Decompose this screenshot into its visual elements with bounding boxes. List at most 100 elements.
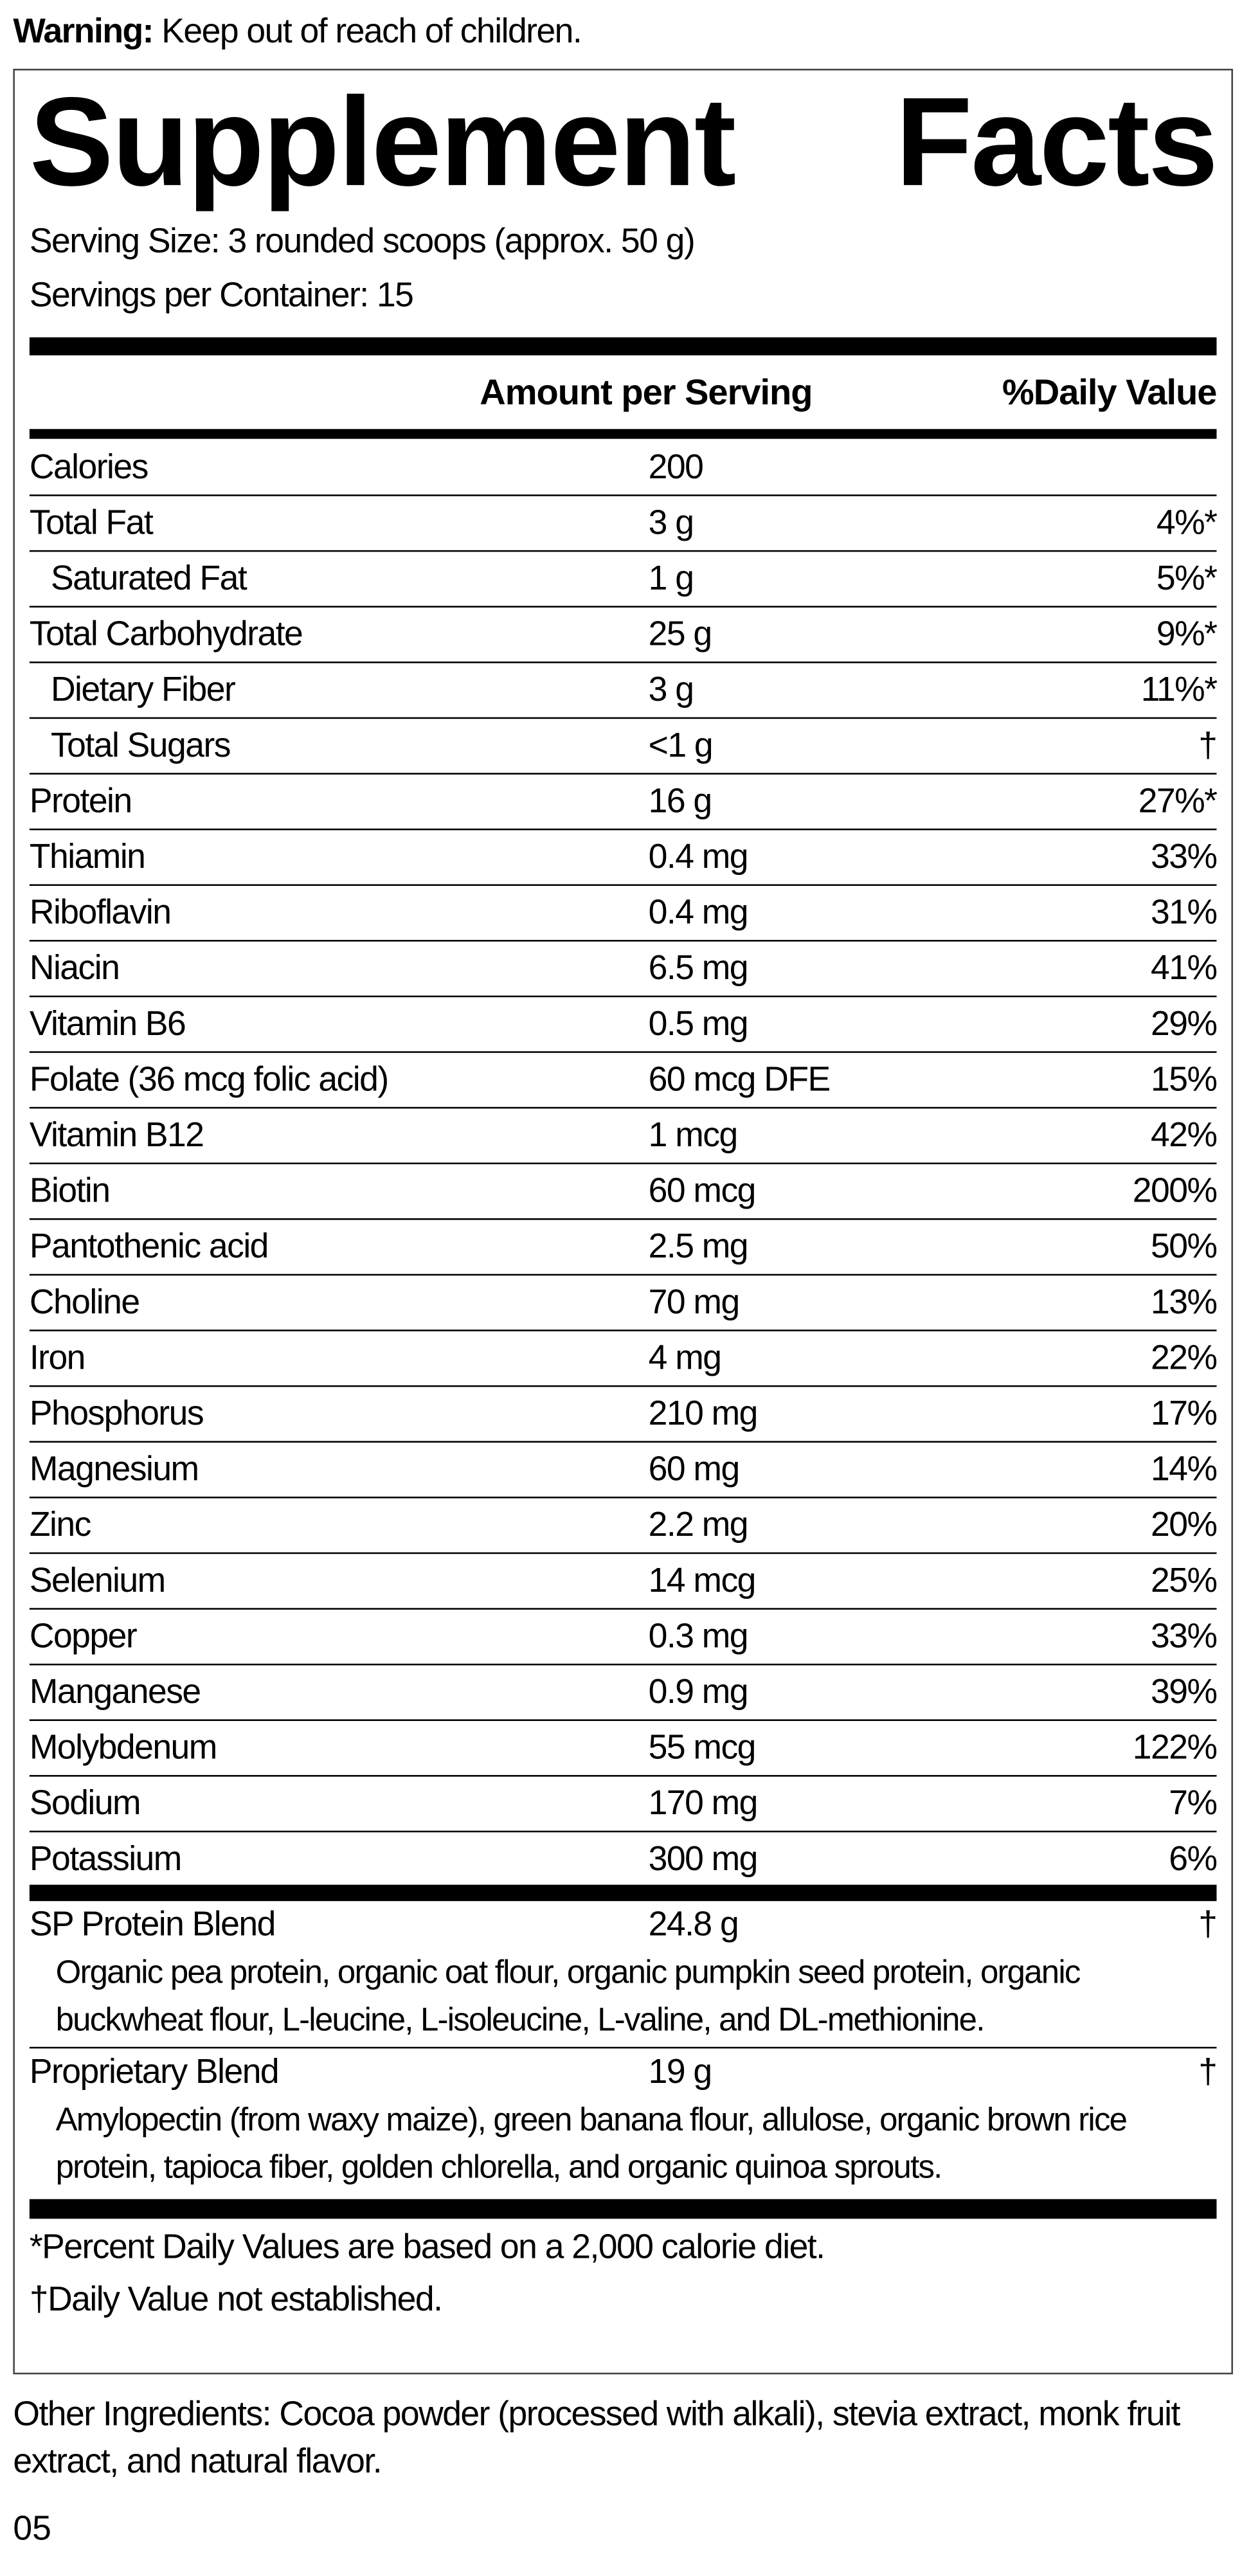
daily-value: 200% [1132,1171,1218,1210]
amount: <1 g [648,726,714,764]
code: 05 [13,2510,51,2548]
warning-text: Keep out of reach of children. [161,13,582,51]
daily-value: 41% [1151,949,1218,987]
amount: 16 g [648,782,713,820]
daily-value: 14% [1151,1450,1218,1488]
nutrient-row: Niacin 6.5 mg 41% [29,942,1218,998]
daily-value: 22% [1151,1338,1218,1376]
footnotes: *Percent Daily Values are based on a 2,0… [30,2222,1217,2327]
amount: 25 g [648,615,713,653]
nutrient-row: Biotin 60 mcg 200% [29,1164,1218,1220]
nutrient-row: Pantothenic acid 2.5 mg 50% [29,1220,1218,1276]
dv-header: %Daily Value [1002,370,1218,412]
nutrient-row: Sodium 170 mg 7% [29,1777,1218,1833]
nutrient-name: Total Carbohydrate [29,615,303,653]
nutrient-row: Choline 70 mg 13% [29,1275,1218,1331]
amount: 4 mg [648,1338,722,1376]
amount: 170 mg [648,1784,759,1822]
amount: 6.5 mg [648,949,749,987]
thick-rule [29,337,1217,356]
daily-value: 33% [1151,1617,1218,1655]
amount: 200 [648,447,704,486]
daily-value: † [1198,2053,1218,2091]
footnote: *Percent Daily Values are based on a 2,0… [29,2228,825,2267]
nutrient-name: Total Fat [29,503,154,541]
nutrient-row: Calories 200 [29,440,1217,496]
nutrient-name: Copper [29,1617,138,1655]
nutrient-name: Thiamin [29,837,146,876]
nutrient-name: SP Protein Blend [29,1905,276,1944]
thick-rule [29,2199,1217,2219]
amount: 60 mcg [648,1171,757,1210]
amount: 1 mcg [648,1115,739,1154]
nutrient-name: Sodium [29,1784,141,1822]
daily-value: 5%* [1156,559,1218,597]
footnote: †Daily Value not established. [29,2281,443,2319]
amount: 210 mg [648,1394,759,1432]
amount: 24.8 g [648,1905,739,1944]
amount: 3 g [648,503,694,541]
daily-value: 25% [1151,1561,1218,1599]
nutrient-row: Copper 0.3 mg 33% [29,1610,1218,1666]
nutrient-row: Dietary Fiber 3 g 11%* [29,663,1218,719]
daily-value: 42% [1151,1115,1218,1154]
nutrient-name: Folate (36 mcg folic acid) [29,1060,389,1098]
amount: 0.9 mg [648,1672,749,1711]
daily-value: 11%* [1140,671,1218,708]
daily-value: 33% [1151,837,1218,876]
nutrient-row: Total Carbohydrate 25 g 9%* [29,608,1218,663]
thick-rule [29,1884,1217,1902]
amount: 2.5 mg [648,1227,749,1265]
nutrient-row: Zinc 2.2 mg 20% [29,1499,1218,1554]
daily-value: 17% [1151,1394,1218,1432]
warning-label: Warning: [13,13,154,51]
nutrient-row: Proprietary Blend 19 g † [29,2048,1218,2097]
daily-value: 6% [1169,1839,1218,1878]
blend-description: Organic pea protein, organic oat flour, … [55,1955,1081,2038]
nutrient-name: Calories [29,447,149,486]
nutrient-name: Vitamin B12 [29,1115,204,1154]
nutrient-name: Potassium [29,1839,182,1878]
amount: 0.5 mg [648,1004,749,1043]
amount: 0.3 mg [648,1617,749,1655]
nutrient-row: Vitamin B6 0.5 mg 29% [29,997,1218,1053]
nutrient-row: Riboflavin 0.4 mg 31% [29,886,1218,942]
nutrient-table: Calories 200 Total Fat 3 g 4%* Saturated Fat 1… [29,440,1218,1886]
daily-value: 9%* [1156,615,1218,653]
nutrient-name: Riboflavin [29,893,172,932]
medium-rule [29,429,1217,439]
amount: 0.4 mg [648,893,749,932]
warning: Warning: Keep out of reach of children. [13,13,582,52]
nutrient-name: Proprietary Blend [29,2053,280,2091]
nutrient-row: Molybdenum 55 mcg 122% [29,1721,1218,1777]
title: Supplement Facts [29,72,1218,213]
daily-value: 4%* [1156,503,1218,541]
nutrient-name: Niacin [29,949,120,987]
nutrient-row: SP Protein Blend 24.8 g † [29,1901,1218,1950]
daily-value: 13% [1151,1283,1218,1321]
daily-value: 39% [1151,1672,1218,1711]
nutrient-name: Molybdenum [29,1728,217,1767]
amount: 3 g [648,671,694,708]
daily-value: † [1198,1905,1218,1944]
nutrient-row: Total Sugars <1 g † [29,719,1218,775]
amount: 14 mcg [648,1561,757,1599]
amount: 60 mcg DFE [648,1060,831,1098]
nutrient-row: Thiamin 0.4 mg 33% [29,830,1218,886]
amount: 2.2 mg [648,1506,749,1544]
nutrient-row: Iron 4 mg 22% [29,1331,1218,1387]
facts-panel: Supplement Facts Serving Size: 3 rounded… [13,68,1233,2375]
blend: SP Protein Blend 24.8 g † Organic pea prote… [29,1901,1218,2049]
daily-value: 31% [1151,893,1218,932]
nutrient-name: Vitamin B6 [29,1004,186,1043]
nutrient-row: Folate (36 mcg folic acid) 60 mcg DFE 15% [29,1053,1218,1109]
amount: 19 g [648,2053,713,2091]
nutrient-name: Selenium [29,1561,166,1599]
daily-value: 122% [1132,1728,1218,1767]
amount: 300 mg [648,1839,759,1878]
nutrient-name: Total Sugars [50,726,231,764]
blend-table: SP Protein Blend 24.8 g † Organic pea prote… [29,1901,1218,2194]
other-ingredients: Other Ingredients: Cocoa powder (process… [13,2395,1180,2481]
daily-value: † [1198,726,1218,764]
